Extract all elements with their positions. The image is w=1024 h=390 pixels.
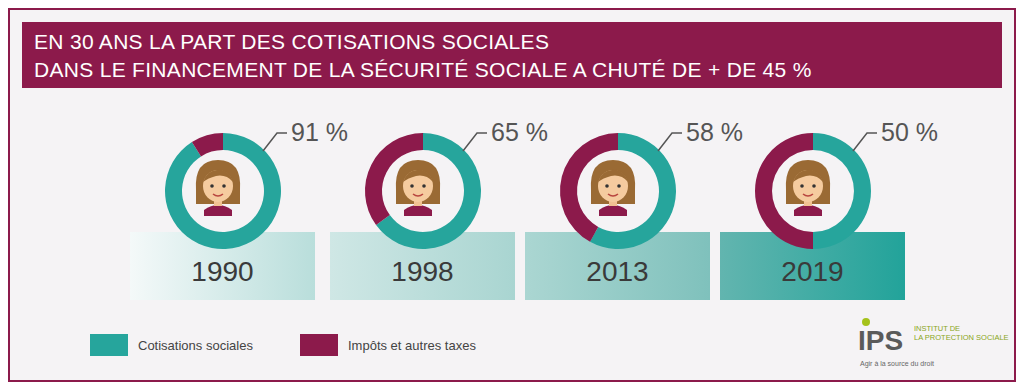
html-text:IPS: IPS [858, 325, 904, 356]
html-text:Agir à la source du droit: Agir à la source du droit [860, 360, 934, 367]
html-text:Impôts et autres taxes: Impôts et autres taxes [348, 337, 476, 353]
html-text:1990: 1990 [191, 256, 254, 287]
html-text:2013: 2013 [586, 256, 649, 287]
svg-text:91 %: 91 % [291, 118, 348, 146]
html-text:LA PROTECTION SOCIALE: LA PROTECTION SOCIALE [914, 333, 1009, 342]
html-text:2019: 2019 [781, 256, 844, 287]
html-text:INSTITUT DE: INSTITUT DE [914, 324, 961, 333]
html-text:DANS LE FINANCEMENT DE LA SÉCU: DANS LE FINANCEMENT DE LA SÉCURITÉ SOCIA… [34, 58, 812, 81]
svg-text:58 %: 58 % [686, 118, 743, 146]
svg-text:50 %: 50 % [881, 118, 938, 146]
html-text:1998: 1998 [391, 256, 454, 287]
html-text:Cotisations sociales: Cotisations sociales [138, 337, 253, 353]
svg-text:65 %: 65 % [491, 118, 548, 146]
html-text:EN 30 ANS LA PART DES COTISATI: EN 30 ANS LA PART DES COTISATIONS SOCIAL… [34, 30, 550, 53]
